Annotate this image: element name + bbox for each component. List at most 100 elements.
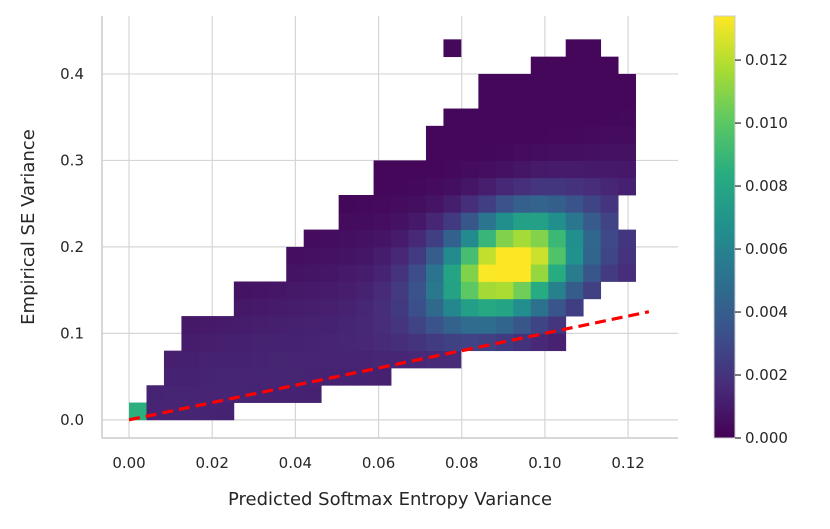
heatmap-cell — [286, 333, 305, 352]
heatmap-cell — [146, 385, 165, 403]
heatmap-cell — [513, 108, 532, 127]
heatmap-cell — [443, 212, 462, 230]
heatmap-cell — [600, 195, 619, 213]
heatmap-cell — [530, 229, 549, 248]
heatmap-cell — [408, 333, 427, 352]
heatmap-cell — [356, 281, 374, 300]
heatmap-cell — [198, 350, 217, 369]
heatmap-cell — [373, 298, 392, 317]
heatmap-cell — [548, 212, 567, 230]
heatmap-cell — [548, 229, 567, 248]
heatmap-cell — [303, 333, 322, 352]
heatmap-cell — [286, 298, 305, 317]
heatmap-cell — [373, 333, 392, 352]
heatmap-cell — [495, 264, 514, 282]
heatmap-cell — [618, 143, 636, 161]
heatmap-cell — [251, 367, 270, 386]
heatmap-cell — [321, 316, 340, 334]
heatmap-cell — [303, 246, 322, 265]
x-tick-label: 0.08 — [445, 454, 478, 472]
heatmap-cell — [583, 212, 602, 230]
x-tick-label: 0.06 — [362, 454, 395, 472]
heatmap-cell — [618, 229, 636, 248]
heatmap-cell — [391, 264, 409, 282]
heatmap-cell — [583, 143, 602, 161]
heatmap-cell — [338, 367, 357, 386]
heatmap-cell — [303, 229, 322, 248]
heatmap-cell — [391, 177, 409, 196]
heatmap-cell — [583, 281, 602, 300]
heatmap-cell — [216, 316, 235, 334]
colorbar-tick-label: 0.010 — [745, 114, 788, 132]
heatmap-cell — [460, 125, 479, 144]
heatmap-cell — [583, 264, 602, 282]
heatmap-cell — [181, 385, 200, 403]
heatmap-cell — [408, 316, 427, 334]
heatmap-cell — [163, 367, 182, 386]
heatmap-cell — [425, 125, 444, 144]
heatmap-cell — [600, 108, 619, 127]
x-tick-label: 0.10 — [528, 454, 561, 472]
y-tick-label: 0.2 — [60, 238, 84, 256]
heatmap-cell — [303, 385, 322, 403]
heatmap-cell — [548, 195, 567, 213]
heatmap-cell — [443, 125, 462, 144]
heatmap-cell — [356, 298, 374, 317]
heatmap-cell — [356, 246, 374, 265]
heatmap-cell — [251, 385, 270, 403]
heatmap-cell — [600, 143, 619, 161]
heatmap-cell — [583, 108, 602, 127]
heatmap-cell — [408, 246, 427, 265]
heatmap-cell — [338, 246, 357, 265]
heatmap-cell — [530, 212, 549, 230]
heatmap-cell — [303, 316, 322, 334]
heatmap-cell — [391, 333, 409, 352]
heatmap-cell — [425, 177, 444, 196]
heatmap-cell — [565, 56, 584, 75]
heatmap-cell — [565, 91, 584, 109]
heatmap-cell — [251, 281, 270, 300]
heatmap-cell — [600, 160, 619, 179]
heatmap-cell — [356, 316, 374, 334]
heatmap-cell — [338, 316, 357, 334]
heatmap-cell — [548, 125, 567, 144]
heatmap-cell — [583, 39, 602, 58]
heatmap-cell — [303, 264, 322, 282]
heatmap-cell — [478, 212, 497, 230]
heatmap-cell — [618, 264, 636, 282]
heatmap-cell — [548, 264, 567, 282]
heatmap-cell — [478, 298, 497, 317]
heatmap-cell — [391, 195, 409, 213]
heatmap-cell — [495, 246, 514, 265]
heatmap-cell — [460, 333, 479, 352]
heatmap-cell — [513, 316, 532, 334]
colorbar-tick-label: 0.012 — [745, 51, 788, 69]
heatmap-cell — [181, 316, 200, 334]
heatmap-cell — [408, 298, 427, 317]
heatmap-cell — [373, 212, 392, 230]
heatmap-cell — [321, 246, 340, 265]
heatmap-cell — [321, 281, 340, 300]
heatmap-cell — [408, 264, 427, 282]
heatmap-cell — [513, 177, 532, 196]
colorbar-gradient-bar — [713, 15, 736, 439]
heatmap-cell — [321, 229, 340, 248]
heatmap-cell — [530, 298, 549, 317]
heatmap-cell — [338, 212, 357, 230]
heatmap-cell — [425, 264, 444, 282]
x-tick-label: 0.02 — [196, 454, 229, 472]
heatmap-cell — [583, 195, 602, 213]
heatmap-cell — [408, 229, 427, 248]
heatmap-cell — [251, 333, 270, 352]
colorbar-tick-label: 0.000 — [745, 429, 788, 447]
heatmap-cell — [443, 246, 462, 265]
heatmap-cell — [338, 350, 357, 369]
heatmap-cell — [565, 177, 584, 196]
heatmap-cell — [181, 333, 200, 352]
heatmap-cell — [268, 385, 287, 403]
heatmap-cell — [478, 108, 497, 127]
heatmap-cell — [618, 108, 636, 127]
heatmap-cell — [268, 298, 287, 317]
heatmap-cell — [373, 246, 392, 265]
heatmap-cell — [233, 281, 252, 300]
